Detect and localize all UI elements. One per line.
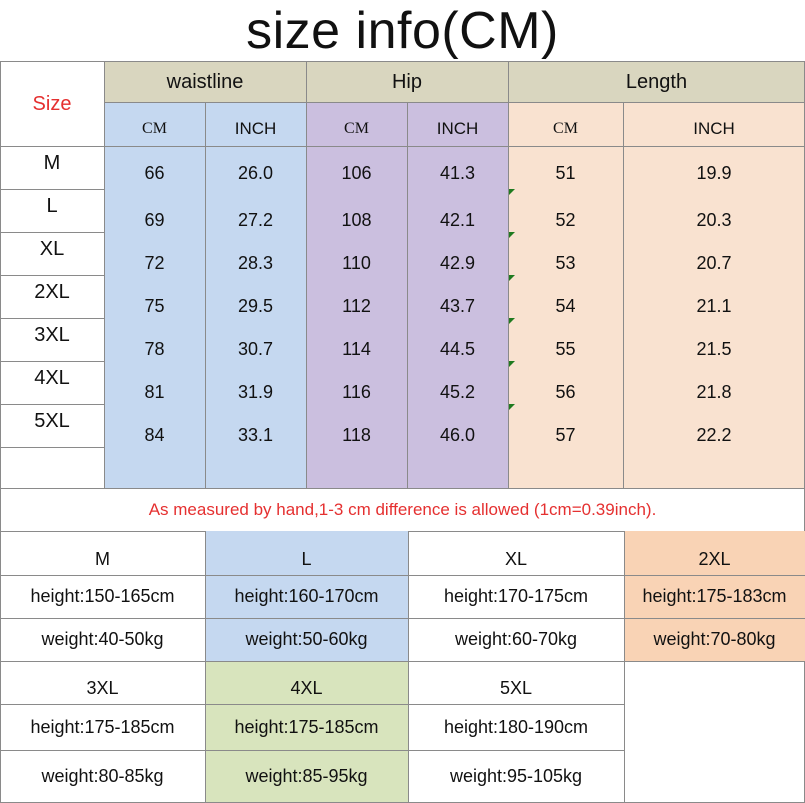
measurement-cell: 28.3: [237, 253, 274, 273]
hip-header: Hip: [391, 70, 422, 93]
rec-height: height:160-170cm: [234, 586, 379, 606]
measurement-cell: 45.2: [439, 382, 476, 402]
measurement-cell: 29.5: [237, 296, 274, 316]
cell-marker: [509, 275, 515, 281]
measurement-cell: 116: [342, 382, 371, 402]
rec-size-label: 5XL: [499, 678, 533, 698]
rec-weight: weight:50-60kg: [245, 629, 368, 649]
measurement-cell: 42.1: [439, 210, 476, 230]
measurement-cell: 31.9: [237, 382, 274, 402]
cell-marker: [509, 189, 515, 195]
size-label: XL: [39, 238, 65, 260]
size-label: L: [46, 195, 58, 217]
unit-header-cm: CM: [142, 120, 167, 137]
measurement-note: As measured by hand,1-3 cm difference is…: [148, 500, 657, 519]
rec-weight: weight:85-95kg: [245, 765, 368, 786]
measurement-cell: 21.8: [696, 382, 732, 402]
measurement-cell: 106: [341, 163, 372, 183]
rec-weight: weight:70-80kg: [653, 629, 776, 649]
measurement-cell: 53: [555, 253, 576, 273]
size-label: 4XL: [34, 367, 70, 389]
hip-header-bg: [306, 62, 508, 102]
measurement-cell: 30.7: [237, 339, 274, 359]
rec-height: height:175-183cm: [642, 586, 787, 606]
rec-weight: weight:60-70kg: [454, 629, 578, 649]
measurement-cell: 84: [144, 425, 165, 445]
rec-size-label: 2XL: [698, 548, 731, 569]
measurement-cell: 118: [342, 425, 371, 445]
size-column-header: Size: [32, 92, 72, 115]
measurement-cell: 110: [342, 253, 371, 273]
size-label: M: [43, 152, 61, 174]
measurement-cell: 112: [342, 296, 371, 316]
measurement-cell: 20.3: [696, 210, 732, 230]
rec-size-label: M: [95, 548, 110, 569]
measurement-cell: 108: [341, 210, 372, 230]
cell-marker: [509, 318, 515, 324]
measurement-cell: 46.0: [439, 425, 476, 445]
measurement-cell: 69: [144, 210, 165, 230]
measurement-cell: 41.3: [439, 163, 476, 183]
rec-weight: weight:80-85kg: [41, 765, 164, 786]
unit-header-cm: CM: [344, 120, 369, 137]
rec-height: height:175-185cm: [234, 716, 379, 737]
measurement-cell: 26.0: [237, 163, 274, 183]
length-header: Length: [625, 70, 688, 93]
cell-marker: [509, 361, 515, 367]
rec-weight: weight:95-105kg: [449, 765, 583, 786]
measurement-cell: 54: [555, 296, 576, 316]
rec-height: height:150-165cm: [30, 586, 175, 606]
measurement-cell: 52: [555, 210, 576, 230]
rec-weight: weight:40-50kg: [41, 629, 164, 649]
measurement-cell: 75: [144, 296, 165, 316]
size-label: 2XL: [34, 281, 70, 303]
measurement-cell: 33.1: [237, 425, 274, 445]
measurement-cell: 72: [144, 253, 165, 273]
measurement-cell: 57: [555, 425, 576, 445]
measurement-cell: 78: [144, 339, 165, 359]
length-header-bg: [508, 62, 805, 102]
measurement-cell: 66: [144, 163, 165, 183]
rec-size-label: XL: [504, 548, 528, 569]
length-column-bg: [508, 102, 805, 488]
unit-header-inch: INCH: [234, 119, 277, 138]
waistline-header: waistline: [166, 70, 244, 93]
rec-height: height:170-175cm: [443, 586, 589, 606]
rec-bg-4xl: [205, 661, 408, 803]
measurement-cell: 21.1: [696, 296, 732, 316]
measurement-cell: 55: [555, 339, 576, 359]
cell-marker: [509, 232, 515, 238]
waistline-header-bg: [104, 62, 306, 102]
measurement-cell: 20.7: [696, 253, 732, 273]
rec-bg-2xl: [624, 531, 805, 661]
measurement-cell: 44.5: [439, 339, 476, 359]
unit-header-inch: INCH: [693, 119, 735, 138]
rec-height: height:175-185cm: [30, 716, 175, 737]
measurement-cell: 22.2: [696, 425, 732, 445]
rec-size-label: 4XL: [290, 678, 323, 698]
page-title: size info(CM): [246, 2, 559, 60]
measurement-cell: 56: [555, 382, 576, 402]
rec-size-label: 3XL: [86, 678, 119, 698]
unit-header-inch: INCH: [436, 119, 479, 138]
cell-marker: [509, 404, 515, 410]
measurement-cell: 42.9: [439, 253, 476, 273]
measurement-cell: 51: [555, 163, 576, 183]
rec-size-label: L: [301, 548, 312, 569]
measurement-cell: 43.7: [439, 296, 476, 316]
measurement-cell: 114: [342, 339, 371, 359]
size-label: 5XL: [34, 410, 70, 432]
measurement-cell: 81: [144, 382, 165, 402]
size-label: 3XL: [34, 324, 70, 346]
measurement-cell: 19.9: [696, 163, 732, 183]
unit-header-cm: CM: [553, 120, 578, 137]
measurement-cell: 27.2: [237, 210, 274, 230]
rec-height: height:180-190cm: [443, 716, 589, 737]
measurement-cell: 21.5: [696, 339, 732, 359]
rec-bg-l: [205, 531, 408, 661]
